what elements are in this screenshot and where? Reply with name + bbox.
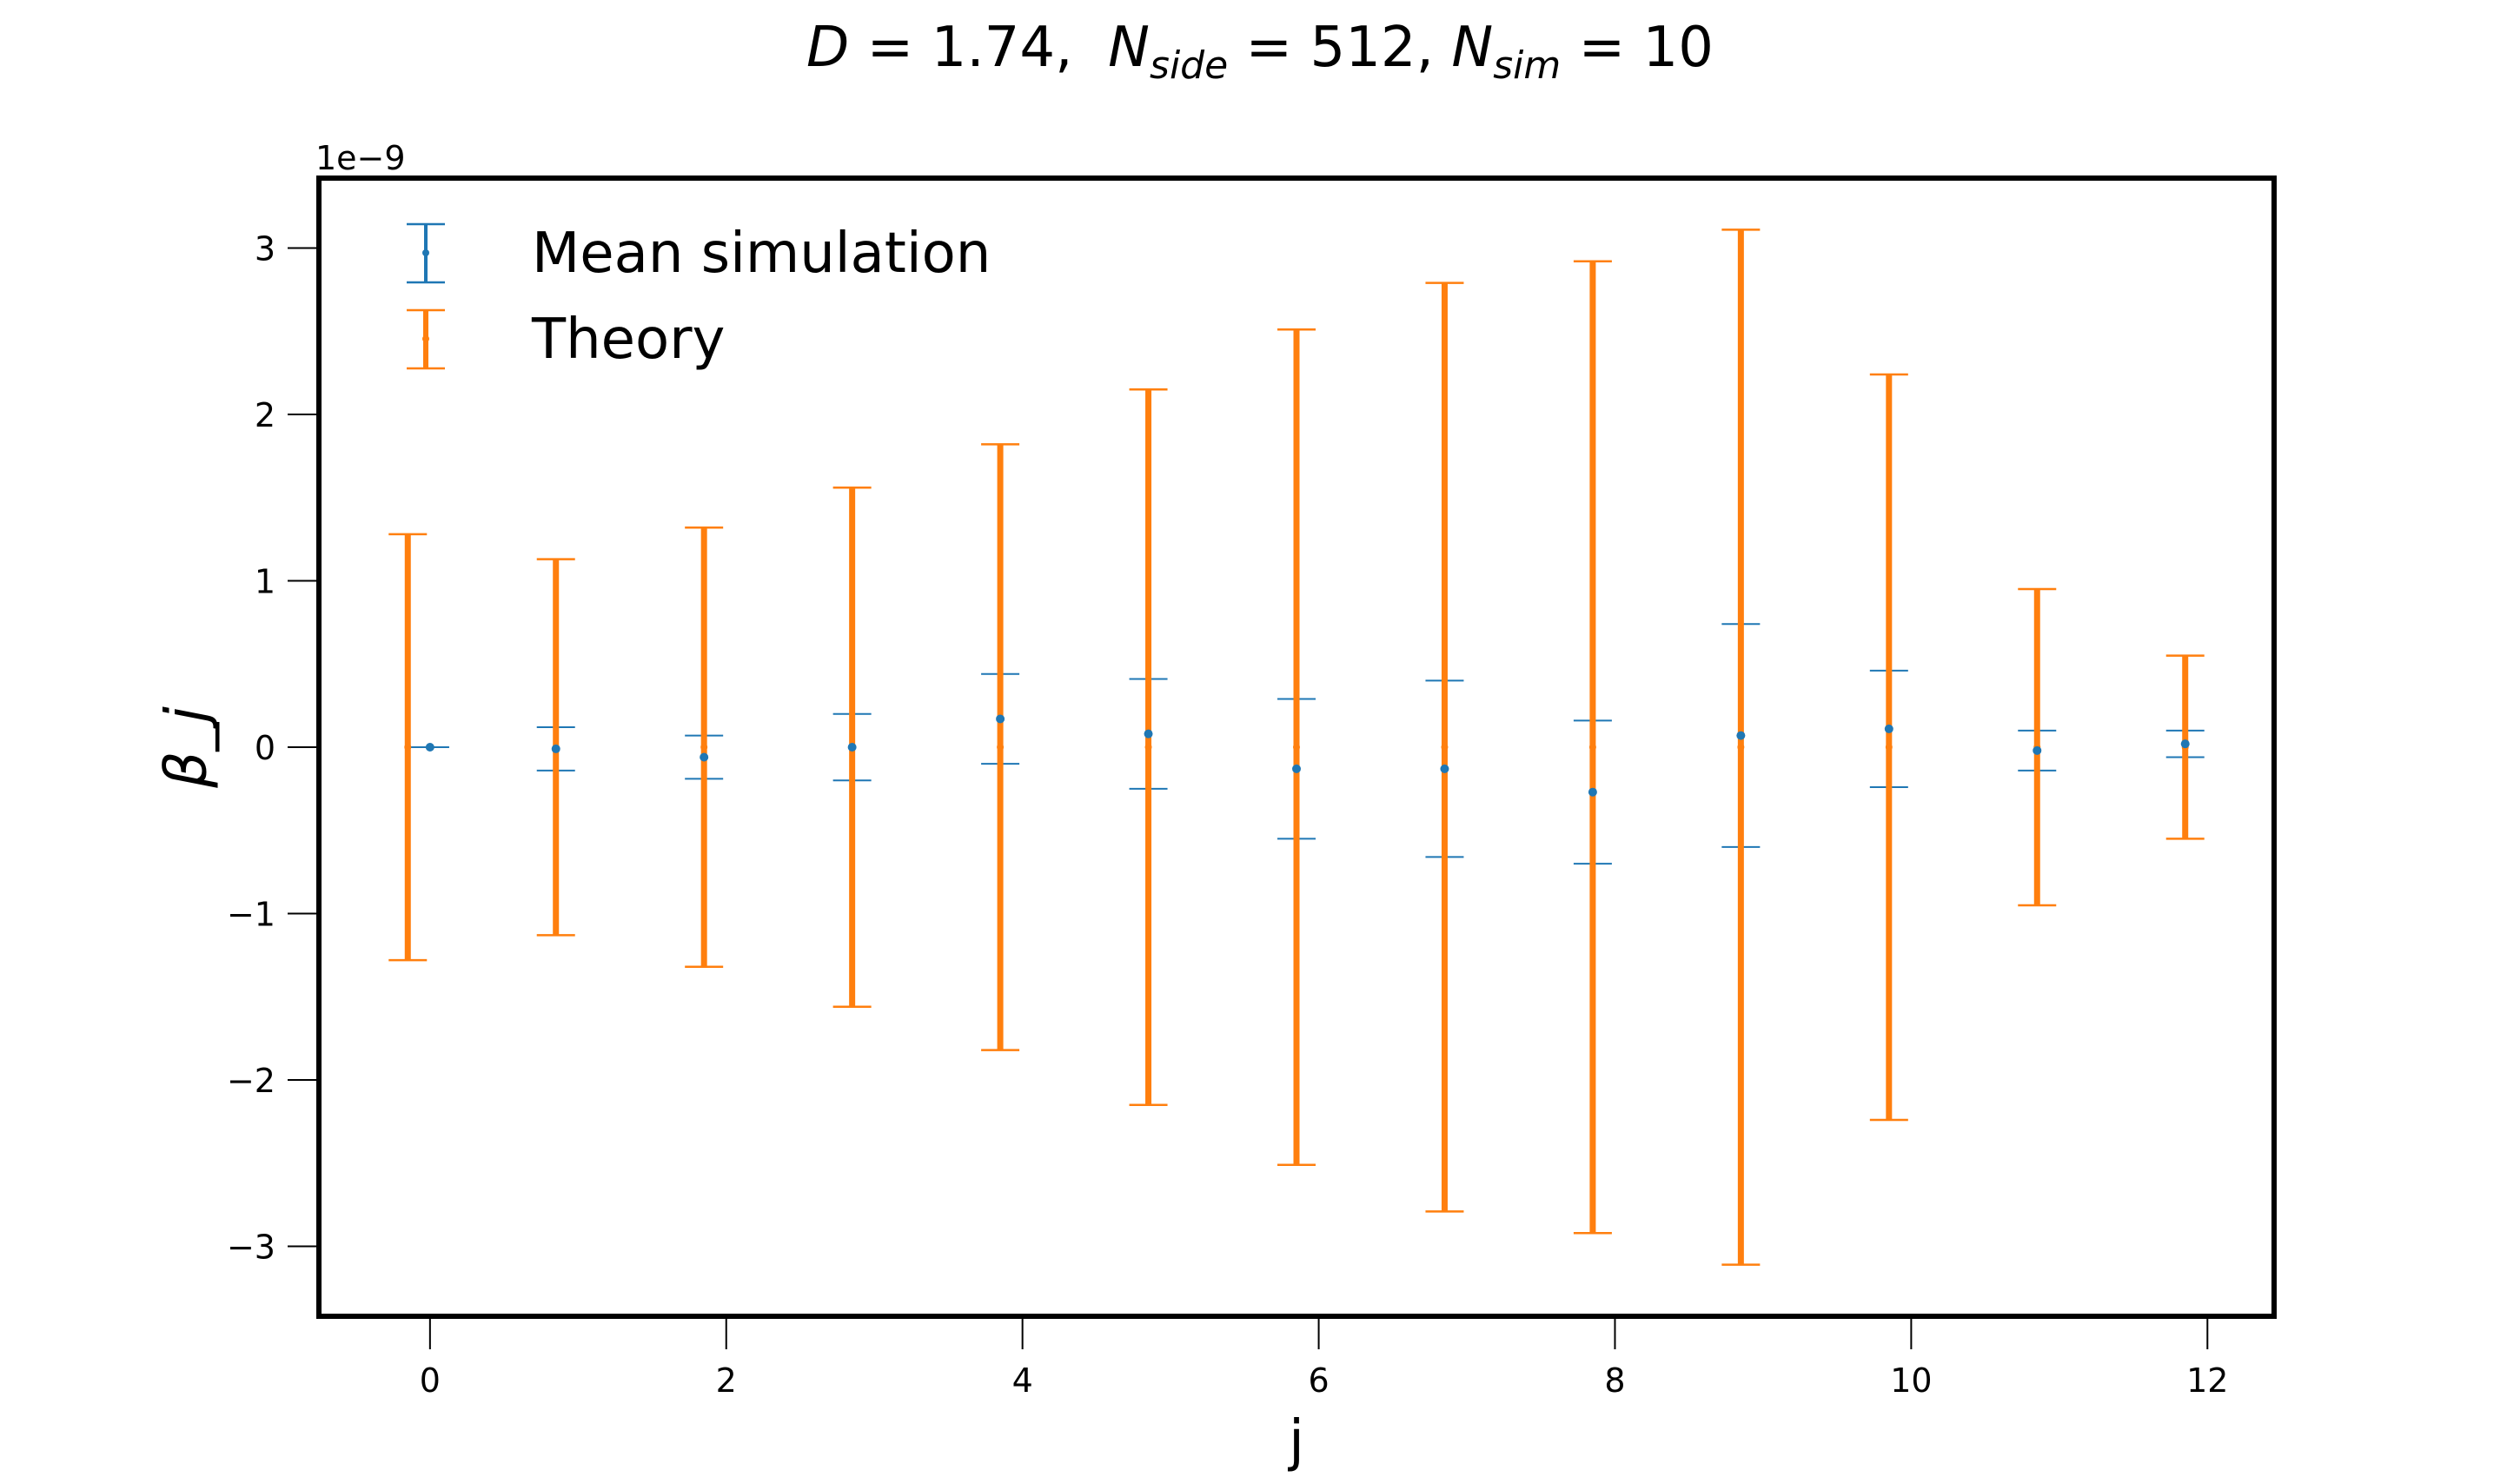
x-tick-label: 0 [420, 1361, 441, 1400]
y-tick-label: 3 [255, 229, 275, 268]
legend-theory-point [422, 335, 429, 342]
x-tick-label: 10 [1890, 1361, 1932, 1400]
theory-point [700, 744, 708, 751]
sim-mean-point [1144, 729, 1153, 738]
title-nsim-sub: sim [1493, 43, 1562, 88]
title-nside-label: N [1108, 16, 1151, 80]
y-tick-label: 2 [255, 396, 275, 434]
sim-mean-point [2033, 745, 2042, 755]
sim-mean-point [1292, 764, 1301, 773]
theory-point [404, 744, 412, 751]
theory-point [1441, 744, 1449, 751]
theory-point [1588, 744, 1596, 751]
chart-title: D = 1.74, Nside = 512, Nsim = 10 [0, 16, 2520, 88]
title-nside-sub: side [1150, 43, 1229, 88]
y-tick-label: −1 [227, 896, 275, 934]
theory-point [1293, 744, 1300, 751]
x-tick-label: 4 [1012, 1361, 1033, 1400]
sim-mean-point [1440, 764, 1449, 773]
y-tick-label: 0 [255, 729, 275, 767]
title-nsim-label: N [1451, 16, 1494, 80]
y-tick-label: 1 [255, 562, 275, 600]
legend-label-mean-simulation: Mean simulation [532, 222, 991, 286]
plot-frame [316, 176, 2277, 1319]
x-tick-label: 8 [1604, 1361, 1625, 1400]
x-tick-label: 12 [2186, 1361, 2228, 1400]
sim-mean-point [996, 714, 1005, 724]
sim-mean-point [1736, 731, 1746, 740]
theory-point [997, 744, 1005, 751]
sim-mean-point [700, 752, 709, 762]
title-d-label: D [806, 16, 850, 80]
title-d-value: = 1.74, [866, 16, 1073, 80]
y-axis-label: β_j [153, 706, 220, 789]
sim-mean-point [2180, 739, 2190, 749]
theory-point [1144, 744, 1152, 751]
title-nside-value: = 512, [1245, 16, 1434, 80]
theory-point [1737, 744, 1745, 751]
sim-mean-point [425, 743, 434, 752]
sim-mean-point [1884, 724, 1893, 733]
sim-mean-point [1588, 787, 1597, 797]
theory-point [1885, 744, 1893, 751]
title-nsim-value: = 10 [1578, 16, 1714, 80]
x-tick-label: 2 [716, 1361, 737, 1400]
y-tick-label: −3 [227, 1229, 275, 1267]
sim-mean-point [551, 744, 560, 753]
y-axis-multiplier: 1e−9 [315, 139, 406, 177]
x-tick-label: 6 [1308, 1361, 1329, 1400]
y-tick-label: −2 [227, 1062, 275, 1100]
x-axis-label: j [1287, 1409, 1304, 1474]
legend-label-theory: Theory [531, 308, 725, 372]
legend: Mean simulation Theory [407, 222, 991, 372]
legend-sim-point [422, 249, 429, 256]
sim-mean-point [847, 743, 857, 752]
plot-marks [388, 229, 2205, 1266]
